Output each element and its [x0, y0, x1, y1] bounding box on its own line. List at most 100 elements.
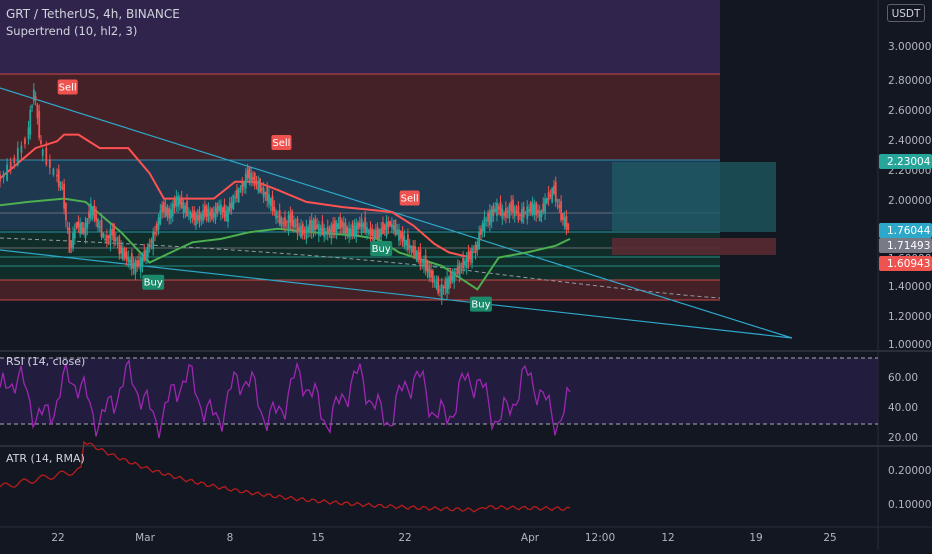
candle-body [214, 207, 217, 220]
candle-body [97, 218, 99, 228]
candle-body [333, 220, 336, 233]
candle-body [465, 255, 468, 269]
candle-body [545, 197, 548, 204]
signal-badge [57, 79, 78, 95]
signal-label: Sell [401, 194, 419, 205]
time-tick-label: 25 [823, 532, 836, 544]
candle-body [383, 224, 386, 231]
candle-body [280, 217, 283, 227]
candle-body [65, 203, 67, 221]
rsi-tick-label: 20.00 [888, 432, 918, 444]
candle-body [139, 257, 142, 272]
price-tick-label: 3.00000 [888, 41, 931, 53]
candle-body [271, 195, 274, 212]
candle-body [374, 230, 377, 239]
candle-body [538, 210, 541, 221]
candle-body [309, 220, 311, 231]
candle-body [307, 227, 310, 232]
symbol-title[interactable]: GRT / TetherUS, 4h, BINANCE [6, 7, 180, 21]
candle-body [353, 225, 356, 235]
candle-body [428, 267, 431, 278]
candle-body [262, 187, 265, 198]
candle-body [6, 164, 9, 181]
candle-body [396, 229, 399, 235]
candle-body [303, 230, 306, 233]
candle-body [398, 229, 400, 241]
candle-body [162, 201, 165, 213]
candle-body [339, 216, 342, 229]
candle-body [86, 218, 89, 229]
candle-body [554, 182, 557, 202]
candle-body [111, 229, 114, 236]
candle-body [278, 209, 281, 225]
rsi-tick-label: 40.00 [888, 402, 918, 414]
candle-body [104, 238, 106, 240]
candle-body [472, 251, 475, 253]
signal-label: Sell [272, 138, 290, 149]
candle-body [464, 260, 466, 266]
currency-button[interactable]: USDT [887, 4, 925, 22]
candle-body [2, 173, 5, 178]
candle-body [79, 223, 82, 235]
candle-body [100, 219, 103, 238]
candle-body [462, 257, 465, 269]
candle-body [367, 230, 370, 234]
candle-body [218, 205, 220, 211]
price-tick-label: 1.20000 [888, 311, 931, 323]
candle-body [537, 210, 539, 214]
candle-body [0, 174, 1, 182]
signal-label: Sell [59, 83, 77, 94]
candle-body [129, 259, 131, 264]
price-tick-label: 2.40000 [888, 135, 931, 147]
candle-body [553, 185, 555, 195]
candle-body [471, 248, 473, 264]
price-axis-bg [878, 0, 932, 550]
candle-body [362, 223, 365, 228]
candle-body [451, 275, 454, 281]
candle-body [455, 272, 457, 274]
candle-body [503, 212, 505, 216]
candle-body [182, 201, 185, 214]
candle-body [344, 222, 347, 234]
atr-title[interactable]: ATR (14, RMA) [6, 452, 85, 465]
candle-body [337, 223, 340, 229]
candle-body [385, 221, 388, 236]
candle-body [442, 286, 445, 289]
time-tick-label: 15 [311, 532, 324, 544]
candle-body [515, 211, 518, 214]
candle-body [130, 253, 133, 269]
candle-body [389, 220, 391, 227]
signal-sell-2: Sell [399, 190, 420, 206]
candle-body [230, 202, 233, 209]
candle-body [109, 229, 112, 245]
indicator-title[interactable]: Supertrend (10, hl2, 3) [6, 24, 138, 38]
candle-body [319, 228, 322, 232]
candle-body [321, 221, 324, 236]
candle-body [105, 235, 108, 242]
candle-body [273, 206, 276, 212]
signal-badge [469, 296, 492, 312]
candle-body [439, 289, 441, 291]
signal-buy-3: Buy [142, 274, 165, 290]
candle-body [252, 177, 254, 180]
time-tick-label: Mar [135, 532, 155, 544]
candle-body [556, 199, 559, 203]
rsi-title[interactable]: RSI (14, close) [6, 355, 86, 368]
candle-body [291, 210, 294, 226]
candle-body [341, 220, 343, 228]
candle-body [34, 95, 37, 100]
price-tag-bg [879, 238, 932, 253]
candle-body [95, 212, 98, 222]
candle-body [431, 270, 434, 283]
candle-body [358, 223, 361, 228]
candle-body [196, 215, 199, 221]
candle-body [203, 205, 206, 217]
candle-body [390, 223, 393, 228]
candle-body [316, 224, 318, 229]
candle-body [207, 208, 210, 221]
candle-body [150, 240, 153, 244]
candle-body [289, 213, 292, 223]
price-tag-bg [879, 154, 932, 169]
